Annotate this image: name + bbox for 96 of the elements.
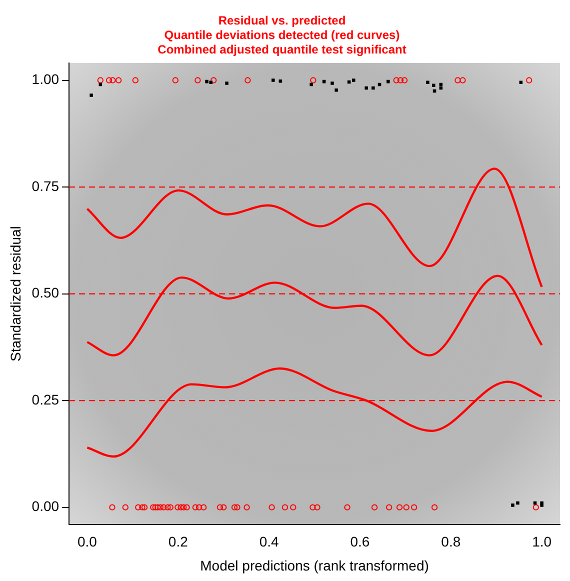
point (172, 77, 179, 84)
point (432, 89, 436, 93)
point (334, 88, 338, 92)
point (393, 77, 400, 84)
point (511, 504, 514, 507)
point (205, 80, 208, 84)
point (310, 504, 316, 510)
x-axis-title: Model predictions (rank transformed) (200, 557, 429, 574)
point (378, 82, 382, 86)
point (431, 504, 438, 510)
point (244, 77, 251, 84)
point (97, 77, 104, 84)
x-tick-label: 0.4 (259, 534, 280, 550)
x-tick-label: 0.0 (77, 534, 98, 550)
y-tick-label: 0.75 (32, 178, 60, 194)
point (150, 504, 156, 510)
point (225, 82, 228, 85)
point (152, 504, 159, 510)
point (116, 77, 122, 84)
point (314, 504, 320, 510)
point (180, 504, 187, 510)
point (106, 77, 112, 84)
point (268, 504, 275, 510)
point (231, 504, 238, 510)
point (139, 504, 146, 510)
y-axis-title: Standardized residual (7, 226, 24, 362)
x-tick-label: 0.6 (350, 534, 370, 550)
point (154, 504, 161, 510)
point (164, 504, 171, 510)
point (282, 504, 288, 510)
point (403, 504, 410, 510)
point (386, 80, 390, 84)
point (141, 504, 148, 510)
point (167, 504, 174, 510)
point (132, 77, 139, 84)
point (397, 77, 404, 84)
chart-title: Residual vs. predicted (218, 14, 346, 28)
point (160, 504, 167, 510)
point (220, 504, 227, 510)
point (364, 86, 368, 90)
point (533, 501, 537, 505)
point (196, 504, 202, 510)
point (157, 504, 164, 510)
x-tick-label: 0.8 (441, 534, 461, 550)
point (540, 504, 544, 507)
point (135, 504, 142, 510)
point (310, 77, 316, 84)
x-tick-label: 1.0 (532, 534, 552, 550)
point (194, 77, 201, 84)
point (109, 504, 116, 510)
text: Quantile deviations detected (red curves) (164, 28, 400, 42)
point (532, 504, 540, 510)
point (272, 78, 275, 82)
point (310, 82, 313, 86)
point (439, 82, 443, 86)
point (122, 504, 129, 510)
point (344, 504, 350, 510)
point (322, 80, 326, 84)
point (200, 504, 207, 510)
point (347, 80, 351, 84)
point (526, 77, 532, 84)
point (209, 80, 213, 84)
point (178, 504, 184, 510)
point (460, 77, 466, 84)
point (184, 504, 190, 510)
y-tick-label: 0.00 (32, 498, 60, 514)
point (432, 84, 436, 88)
point (371, 504, 378, 510)
point (290, 504, 296, 510)
point (278, 80, 282, 83)
point (330, 82, 334, 85)
point (454, 77, 461, 84)
point (519, 80, 523, 84)
point (210, 77, 217, 84)
y-tick-label: 0.50 (32, 284, 60, 301)
y-tick-label: 0.25 (32, 391, 60, 408)
point (192, 504, 199, 510)
point (426, 80, 430, 84)
point (110, 77, 116, 84)
point (401, 77, 408, 84)
x-tick-label: 0.2 (168, 534, 188, 550)
point (516, 501, 520, 505)
point (352, 78, 356, 82)
point (90, 94, 93, 97)
point (386, 504, 392, 510)
text: Combined adjusted quantile test significant (158, 42, 406, 56)
point (410, 504, 418, 510)
point (396, 504, 403, 510)
point (216, 504, 224, 510)
point (234, 504, 240, 510)
point (174, 504, 181, 510)
point (372, 86, 375, 90)
point (244, 504, 250, 510)
y-tick-label: 1.00 (32, 71, 60, 88)
point (98, 82, 102, 86)
point (439, 86, 443, 90)
